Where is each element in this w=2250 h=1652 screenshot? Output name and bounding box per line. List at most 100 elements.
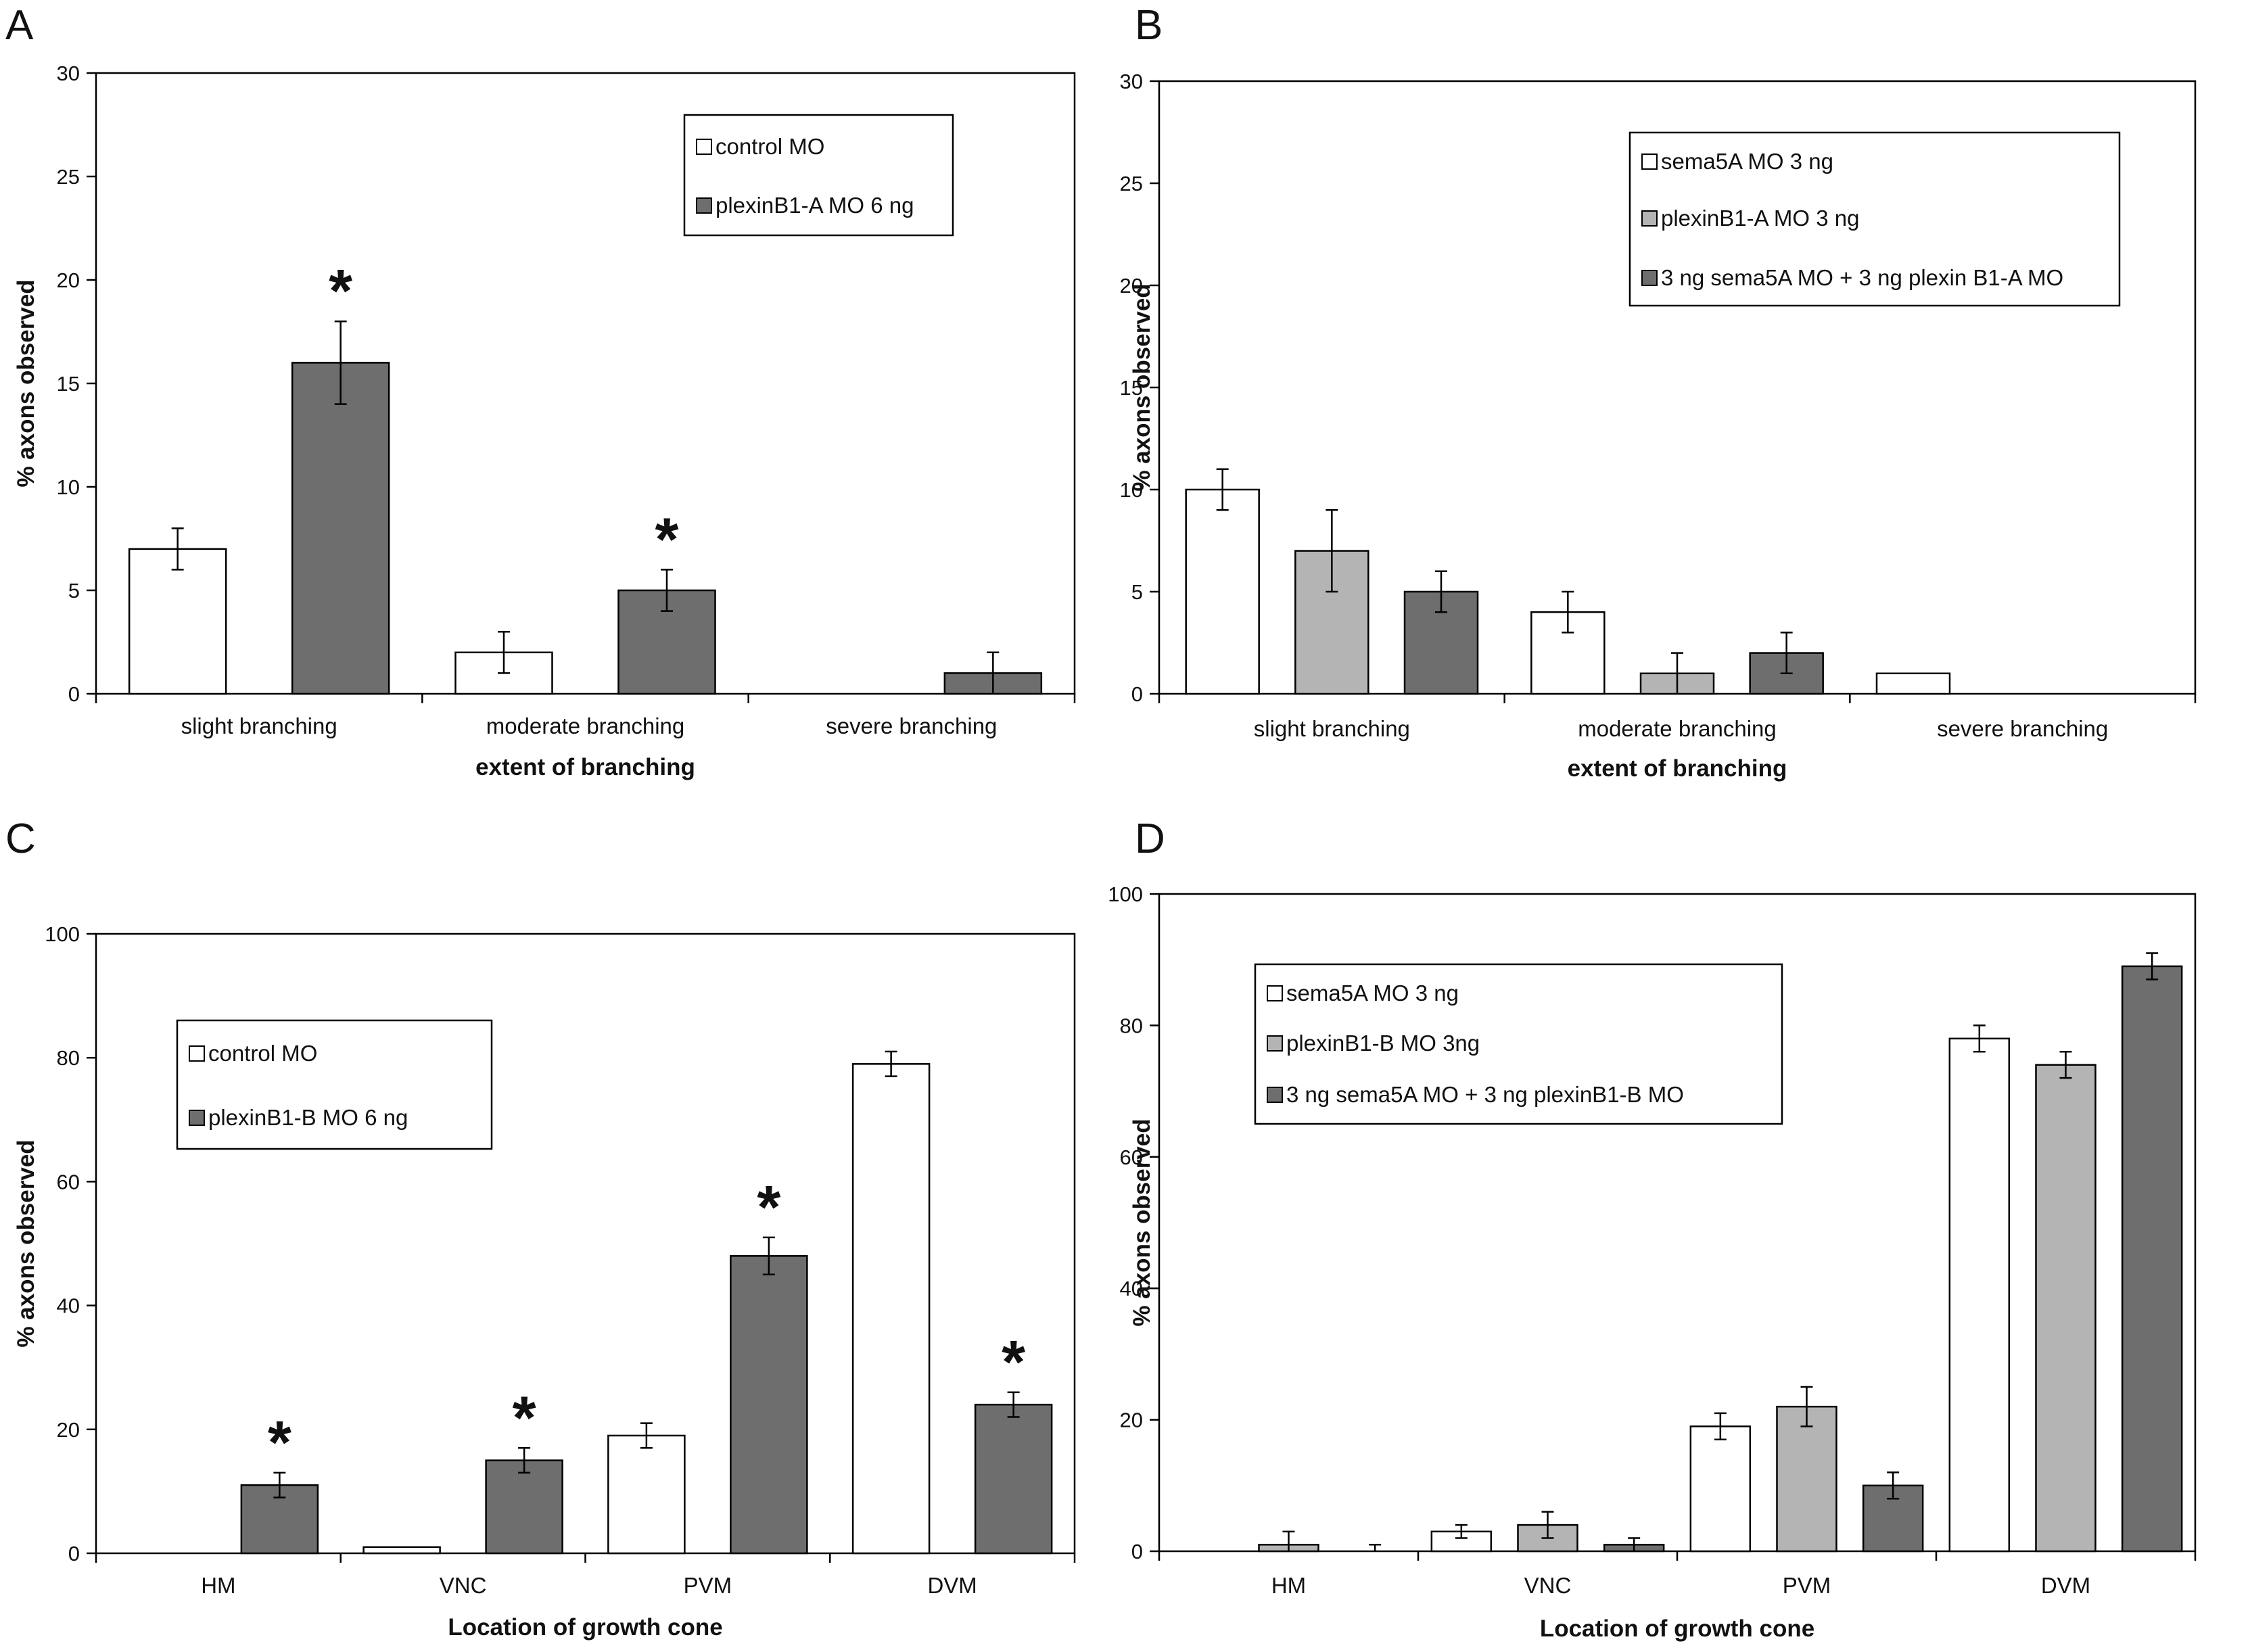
bar (291, 362, 390, 695)
chart-panel-d: D 0 20 40 60 80 100 HM VNC PVM DVM Location of grow… (1108, 816, 2197, 1642)
significance-star: * (329, 258, 352, 325)
y-tick-label: 20 (1120, 274, 1143, 298)
y-tick-label: 10 (57, 475, 80, 499)
y-tick-label: 30 (57, 62, 80, 85)
y-tick-label: 100 (45, 922, 80, 946)
y-tick-label: 0 (68, 682, 80, 706)
y-tick-label: 15 (57, 372, 80, 396)
legend-swatch (696, 197, 712, 214)
legend-entry: control MO (208, 1041, 317, 1066)
y-axis-title: % axons observed (13, 1139, 39, 1347)
legend-swatch (1641, 270, 1658, 286)
y-tick-label: 80 (1120, 1014, 1143, 1037)
category-label: severe branching (1937, 716, 2108, 741)
y-axis-title: % axons observed (1129, 1118, 1155, 1326)
category-label: PVM (684, 1573, 732, 1598)
legend-box (683, 114, 954, 237)
bar (1776, 1405, 1837, 1553)
bar (851, 1063, 931, 1555)
y-axis-title: % axons observed (13, 279, 39, 487)
legend: sema5A MO 3 ng plexinB1-B MO 3ng 3 ng sema… (1254, 963, 1783, 1125)
panel-letter: D (1135, 816, 1165, 862)
category-label: moderate branching (1578, 716, 1777, 741)
legend: sema5A MO 3 ng plexinB1-A MO 3 ng 3 ng sem… (1628, 131, 2121, 307)
legend-entry: control MO (716, 134, 824, 159)
bar (128, 548, 227, 695)
bars (128, 320, 1043, 695)
legend-box (176, 1019, 493, 1150)
y-tick-label: 80 (57, 1046, 80, 1070)
x-axis-title: extent of branching (475, 754, 695, 780)
x-axis-title: extent of branching (1568, 755, 1787, 782)
bar (1689, 1425, 1752, 1553)
y-tick-label: 25 (57, 165, 80, 189)
legend-swatch (189, 1110, 205, 1126)
y-tick-label: 100 (1108, 882, 1143, 906)
legend-entry: sema5A MO 3 ng (1661, 149, 1833, 174)
category-label: slight branching (181, 713, 337, 738)
bar (485, 1459, 563, 1555)
y-tick-label: 10 (1120, 478, 1143, 502)
category-label: HM (1271, 1573, 1306, 1598)
y-axis-title: % axons observed (1129, 283, 1155, 491)
y-tick-label: 20 (57, 1418, 80, 1442)
y-tick-label: 5 (1131, 580, 1143, 604)
significance-star: * (268, 1409, 291, 1477)
y-tick-label: 40 (1120, 1277, 1143, 1300)
category-label: moderate branching (486, 713, 685, 738)
legend-entry: sema5A MO 3 ng (1286, 981, 1459, 1006)
chart-panel-b: B 0 5 10 15 20 25 30 slight branching moderate br… (1120, 2, 2197, 782)
panel-letter: C (5, 816, 36, 862)
y-tick-label: 5 (68, 579, 80, 603)
chart-panel-c: C 0 20 40 60 80 100 HM VNC PVM DVM Location of grow… (5, 816, 1076, 1641)
legend-entry: plexinB1-B MO 6 ng (208, 1105, 408, 1130)
bar (2121, 965, 2183, 1553)
legend-box (1254, 963, 1783, 1125)
y-tick-label: 40 (57, 1294, 80, 1318)
y-tick-label: 0 (1131, 1540, 1143, 1563)
bar (1875, 672, 1951, 695)
bar (2035, 1064, 2096, 1553)
category-label: DVM (927, 1573, 977, 1598)
category-label: slight branching (1254, 716, 1410, 741)
legend-swatch (1641, 154, 1658, 170)
category-label: severe branching (826, 713, 997, 738)
bar (730, 1255, 808, 1555)
legend: control MO plexinB1-B MO 6 ng (176, 1019, 493, 1150)
legend-entry: 3 ng sema5A MO + 3 ng plexinB1-B MO (1286, 1082, 1684, 1107)
legend-swatch (189, 1045, 205, 1062)
y-tick-label: 15 (1120, 376, 1143, 400)
bar (1185, 488, 1260, 695)
legend-entry: 3 ng sema5A MO + 3 ng plexin B1-A MO (1661, 265, 2063, 290)
significance-star: * (655, 506, 678, 573)
bar (362, 1546, 441, 1555)
bars (1185, 468, 1951, 695)
category-label: VNC (1524, 1573, 1572, 1598)
legend-entry: plexinB1-B MO 3ng (1286, 1031, 1480, 1056)
category-label: DVM (2041, 1573, 2090, 1598)
legend-entry: plexinB1-A MO 6 ng (716, 193, 914, 218)
y-tick-label: 20 (1120, 1409, 1143, 1432)
legend-swatch (1267, 985, 1283, 1001)
legend-box (1628, 131, 2121, 307)
panel-letter: B (1135, 2, 1163, 49)
significance-star: * (1002, 1329, 1025, 1396)
bars (240, 1050, 1053, 1555)
y-tick-label: 20 (57, 268, 80, 292)
category-label: VNC (440, 1573, 487, 1598)
y-tick-label: 0 (1131, 682, 1143, 706)
legend-swatch (696, 139, 712, 155)
legend-swatch (1267, 1087, 1283, 1103)
legend-swatch (1641, 210, 1658, 227)
significance-star: * (513, 1384, 536, 1452)
legend: control MO plexinB1-A MO 6 ng (683, 114, 954, 237)
y-tick-label: 60 (57, 1170, 80, 1194)
y-tick-label: 25 (1120, 172, 1143, 195)
x-axis-title: Location of growth cone (448, 1614, 722, 1641)
bar (607, 1434, 686, 1555)
legend-entry: plexinB1-A MO 3 ng (1661, 206, 1860, 231)
bar (1948, 1037, 2011, 1553)
y-tick-label: 30 (1120, 70, 1143, 93)
x-axis-title: Location of growth cone (1540, 1615, 1814, 1642)
